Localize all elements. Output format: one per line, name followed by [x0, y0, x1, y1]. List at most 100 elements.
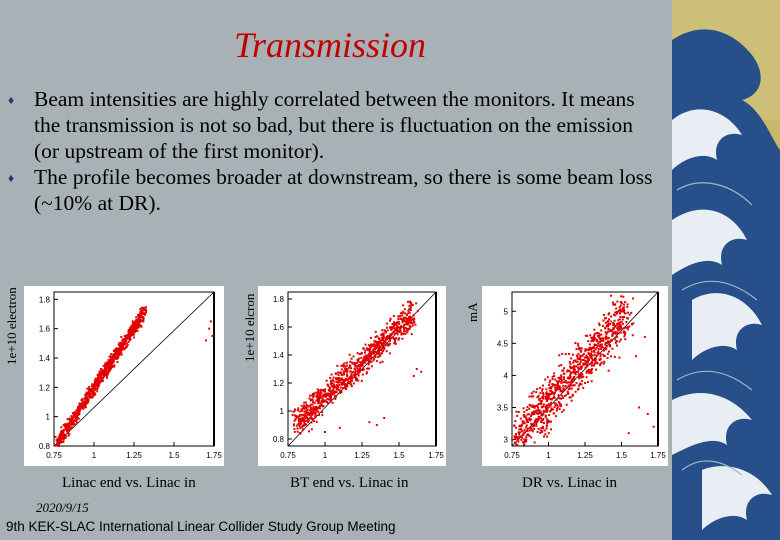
data-point: [78, 402, 81, 405]
data-point: [308, 414, 311, 417]
data-point: [77, 417, 80, 420]
data-point: [619, 338, 622, 341]
data-point: [530, 423, 533, 426]
data-point: [591, 354, 594, 357]
data-point: [115, 358, 118, 361]
data-point: [517, 440, 520, 443]
data-point: [361, 373, 364, 376]
data-point: [605, 345, 608, 348]
data-point: [570, 387, 573, 390]
data-point: [410, 304, 413, 307]
data-point: [579, 365, 582, 368]
data-point: [360, 379, 363, 382]
data-point: [560, 394, 563, 397]
data-point: [593, 362, 596, 365]
bullet-diamond-icon: ♦: [8, 93, 15, 107]
data-point: [133, 330, 136, 333]
data-point: [340, 368, 343, 371]
data-point: [62, 430, 65, 433]
data-point: [572, 368, 575, 371]
data-point: [354, 369, 357, 372]
data-point: [545, 427, 548, 430]
data-point: [406, 321, 409, 324]
data-point: [547, 392, 550, 395]
data-point: [622, 322, 625, 325]
data-point: [357, 379, 360, 382]
data-point: [92, 390, 95, 393]
data-point: [304, 423, 307, 426]
data-point: [297, 409, 300, 412]
data-point: [549, 409, 552, 412]
data-point: [584, 366, 587, 369]
data-point: [549, 401, 552, 404]
data-point: [596, 340, 599, 343]
data-point: [295, 424, 298, 427]
data-point: [535, 424, 538, 427]
data-point: [130, 331, 133, 334]
data-point: [113, 348, 116, 351]
data-point: [125, 339, 128, 342]
data-point: [365, 356, 368, 359]
footer-meeting: 9th KEK-SLAC International Linear Collid…: [6, 519, 396, 534]
data-point: [533, 410, 536, 413]
data-point: [132, 332, 135, 335]
data-point: [372, 349, 375, 352]
data-point: [310, 398, 313, 401]
data-point: [525, 420, 528, 423]
data-point: [302, 407, 305, 410]
data-point: [122, 346, 125, 349]
chart-1-ylabel: 1e+10 electron: [4, 287, 19, 365]
data-point: [79, 406, 82, 409]
data-point: [630, 323, 633, 326]
data-point: [562, 389, 565, 392]
y-tick-label: 4.5: [497, 339, 509, 348]
data-point: [86, 387, 89, 390]
data-point: [544, 378, 547, 381]
data-point: [110, 357, 113, 360]
data-point: [553, 396, 556, 399]
data-point: [368, 354, 371, 357]
data-point: [542, 393, 545, 396]
data-point: [104, 371, 107, 374]
data-point: [304, 410, 307, 413]
data-point: [292, 410, 295, 413]
data-point: [599, 343, 602, 346]
data-point: [568, 384, 571, 387]
data-point: [567, 392, 570, 395]
data-point: [578, 377, 581, 380]
data-point: [554, 404, 557, 407]
reference-line: [53, 291, 215, 447]
data-point: [377, 352, 380, 355]
data-point: [336, 377, 339, 380]
data-point: [593, 364, 596, 367]
data-point: [72, 417, 75, 420]
data-point: [522, 421, 525, 424]
data-point: [139, 313, 142, 316]
data-point: [65, 428, 68, 431]
data-point: [75, 421, 78, 424]
data-point: [395, 328, 398, 331]
data-point: [538, 417, 541, 420]
data-point: [76, 405, 79, 408]
data-point: [370, 360, 373, 363]
data-point: [625, 321, 628, 324]
data-point: [344, 370, 347, 373]
data-point: [138, 316, 141, 319]
data-point: [97, 380, 100, 383]
data-point: [523, 438, 526, 441]
data-point: [392, 324, 395, 327]
data-point: [609, 322, 612, 325]
data-point: [358, 364, 361, 367]
data-point: [373, 347, 376, 350]
data-point: [530, 422, 533, 425]
data-point: [551, 383, 554, 386]
data-point: [99, 368, 102, 371]
data-point: [378, 338, 381, 341]
data-point: [616, 312, 619, 315]
data-point: [73, 414, 76, 417]
data-point: [349, 377, 352, 380]
data-point: [342, 363, 345, 366]
data-point: [102, 373, 105, 376]
data-point: [354, 362, 357, 365]
data-point: [562, 387, 565, 390]
